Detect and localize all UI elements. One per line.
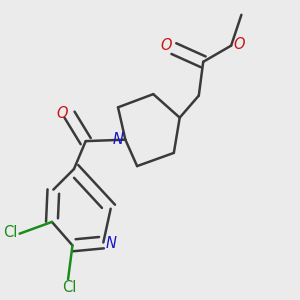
Text: O: O xyxy=(234,37,245,52)
Text: Cl: Cl xyxy=(4,225,18,240)
Text: O: O xyxy=(56,106,68,121)
Text: O: O xyxy=(161,38,172,53)
Text: Cl: Cl xyxy=(62,280,77,295)
Text: N: N xyxy=(105,236,116,251)
Text: N: N xyxy=(112,132,124,147)
